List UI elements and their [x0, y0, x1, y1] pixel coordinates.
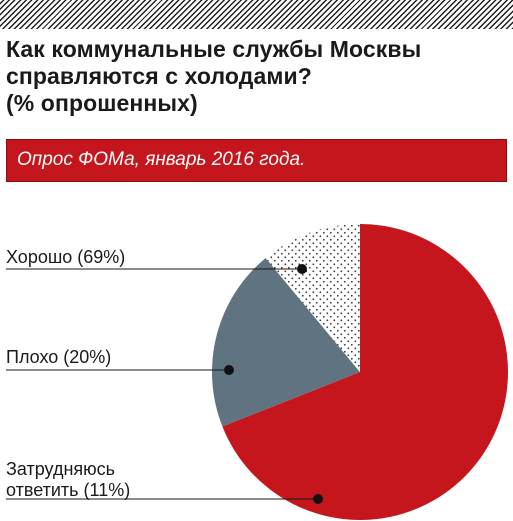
- label-bad: Плохо (20%): [6, 347, 112, 367]
- chart-title-line-3: (% опрошенных): [6, 90, 198, 116]
- hatched-top-band: [0, 0, 513, 29]
- dot-good: [297, 264, 307, 274]
- dot-unsure: [313, 494, 323, 504]
- label-unsure-line-1: Затрудняюсь: [6, 459, 116, 479]
- slice-bad: [212, 257, 360, 427]
- dot-bad: [224, 365, 234, 375]
- label-unsure-line-2: ответить (11%): [6, 480, 131, 500]
- slice-unsure: [265, 224, 360, 372]
- pie-slices: [212, 224, 509, 520]
- source-banner: Опрос ФОМа, январь 2016 года.: [6, 139, 507, 182]
- source-note: Опрос ФОМа, январь 2016 года.: [17, 149, 306, 170]
- callout-leaders: [6, 264, 323, 504]
- chart-title-line-1: Как коммунальные службы Москвы: [6, 36, 422, 62]
- slice-good: [222, 224, 509, 520]
- chart-title: Как коммунальные службы Москвы справляют…: [6, 36, 511, 117]
- label-good: Хорошо (69%): [6, 247, 126, 267]
- chart-title-line-2: справляются с холодами?: [6, 63, 312, 89]
- label-unsure: Затрудняюсь ответить (11%): [6, 459, 130, 501]
